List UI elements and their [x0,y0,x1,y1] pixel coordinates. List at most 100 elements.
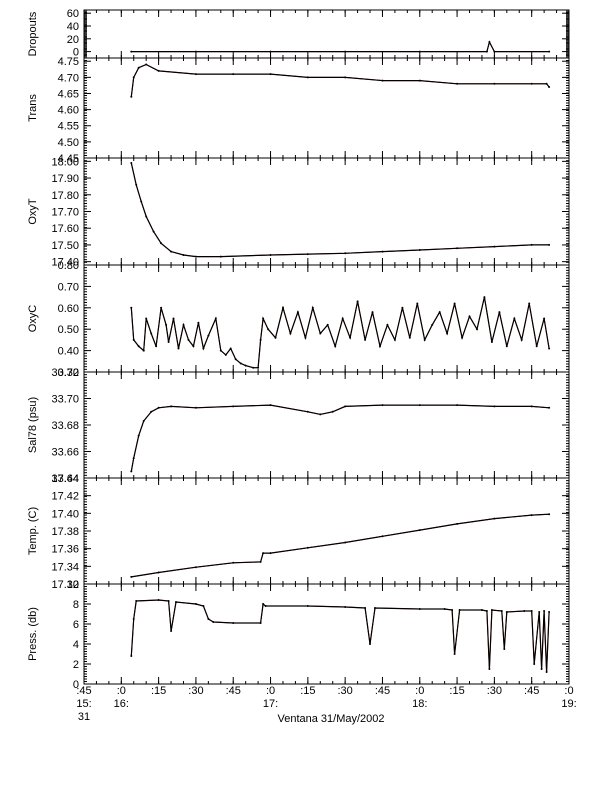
data-point [142,349,145,352]
y-tick-label: 6 [73,619,79,631]
data-point [374,607,376,609]
data-point [264,605,267,607]
data-point [167,600,170,602]
y-axis-title: Dropouts [27,11,39,56]
data-point [341,317,344,320]
data-point [157,406,160,409]
y-tick-label: 17.50 [51,240,79,252]
data-point [408,336,411,339]
data-point [130,306,133,309]
y-axis-title: Press. (db) [27,607,39,661]
data-point [259,338,262,341]
data-point [274,336,277,339]
y-tick-label: 17.42 [51,491,79,503]
panel-frame [83,9,570,59]
data-point [349,336,352,339]
data-point [306,605,309,607]
panel-frame [83,157,570,266]
data-point [456,522,459,525]
y-tick-label: 4.70 [58,72,79,84]
data-point [545,671,548,673]
data-point [356,300,359,303]
data-point [167,341,170,343]
data-point [493,405,496,408]
data-point [418,404,421,407]
data-point [418,529,421,532]
data-point [202,347,205,350]
data-point [493,82,496,85]
series-raw-line [131,40,550,53]
x-tick-day-label: 31 [78,711,90,723]
data-point [331,410,334,413]
y-tick-label: 20 [67,34,79,46]
data-point [172,317,175,320]
data-point [530,243,533,246]
y-tick-label: 8 [73,599,79,611]
data-point [456,404,459,407]
x-axis: :4515:31:016::15:30:45:017::15:30:45:018… [76,685,576,723]
data-point [306,76,309,79]
data-point [523,610,526,612]
series-line [131,40,550,53]
data-point [187,338,190,341]
data-point [446,332,449,335]
y-tick-label: 33.64 [51,473,79,485]
data-point [170,405,173,408]
x-tick-label: :0 [564,685,573,697]
data-point [548,611,551,613]
data-point [219,349,222,352]
y-tick-label: 60 [67,8,79,20]
data-point [145,215,148,218]
data-point [418,249,421,251]
data-point [132,76,135,79]
x-tick-label: :30 [338,685,353,697]
y-tick-label: 4.65 [58,88,79,100]
data-point [192,345,195,348]
data-point [344,252,347,255]
data-point [326,323,329,326]
data-point [461,336,464,339]
data-point [483,296,486,299]
data-point [451,609,454,611]
data-point [182,254,185,256]
data-point [548,50,551,53]
y-tick-label: 33.66 [51,447,79,459]
data-point [453,302,456,305]
data-point [371,311,374,314]
series-line [130,162,550,258]
data-point [142,420,145,422]
y-tick-label: 4.55 [58,121,79,133]
data-point [381,79,384,82]
y-tick-label: 17.40 [51,257,79,269]
data-point [476,328,478,331]
data-point [135,600,138,602]
data-point [130,470,133,473]
data-point [194,73,197,76]
data-point [468,315,471,318]
y-tick-label: 0.80 [58,260,79,272]
data-point [269,73,272,76]
data-point [438,311,441,314]
x-tick-label: :15 [151,685,166,697]
x-tick-label: :0 [415,685,424,697]
data-point [157,571,160,574]
y-axis-title: Temp. (C) [27,507,39,555]
panel-2: 4.45 4.50 4.55 4.60 4.65 4.70 4.75 Trans [27,56,570,165]
data-point [379,345,381,348]
data-point [530,514,533,517]
x-tick-label: :45 [375,685,390,697]
data-point [145,63,148,66]
data-point [480,609,483,611]
y-tick-label: 0 [73,47,79,59]
data-point [194,603,197,605]
panel-3: 17.40 17.50 17.60 17.70 17.80 17.90 18.00 OxyT [27,156,570,269]
data-point [177,347,180,350]
panel-frame [83,57,570,159]
y-tick-label: 0.40 [58,346,79,358]
data-point [165,323,168,326]
data-point [137,434,140,437]
series-line [130,296,550,369]
data-point [150,332,153,335]
